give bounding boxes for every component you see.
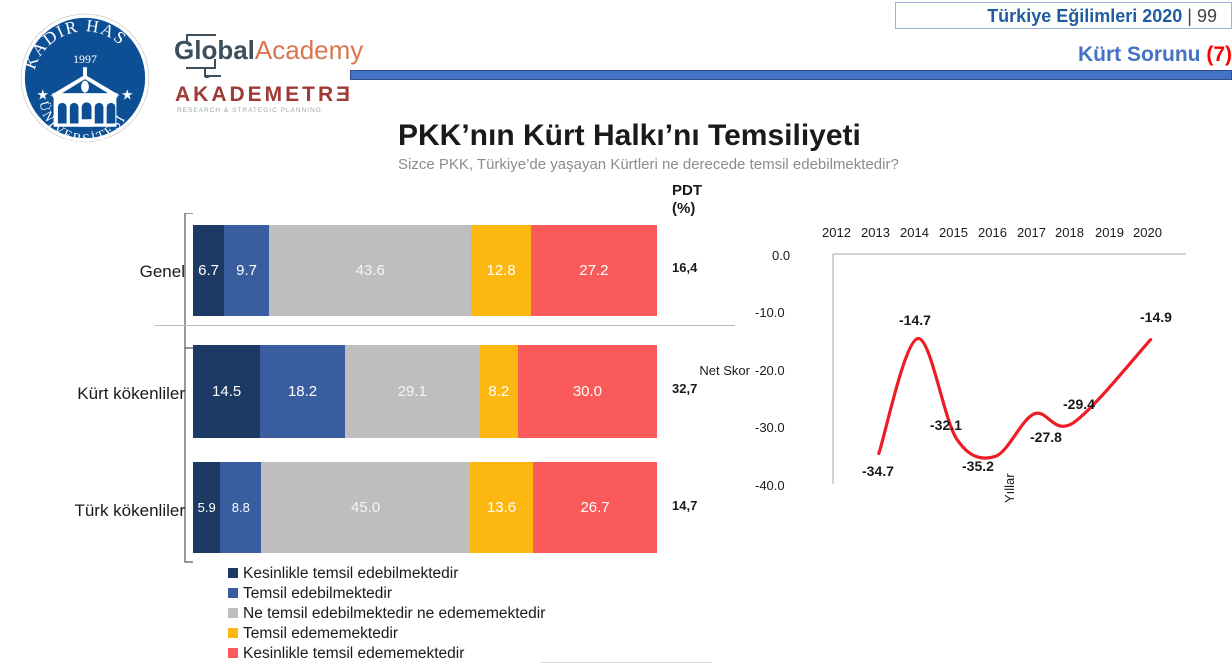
svg-text:1997: 1997: [73, 52, 97, 66]
svg-text:★: ★: [36, 87, 49, 103]
svg-text:★: ★: [121, 87, 134, 103]
